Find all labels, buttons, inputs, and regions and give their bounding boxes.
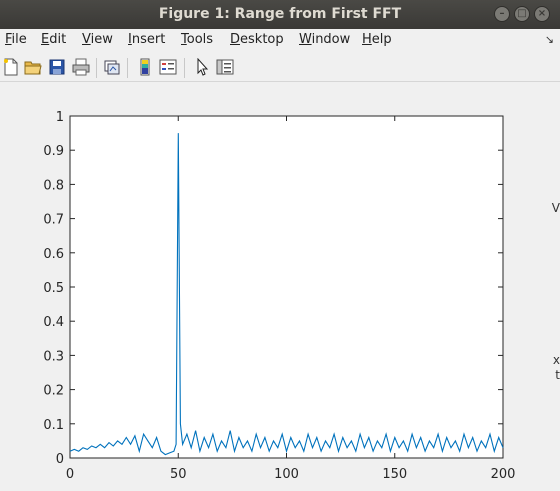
x-axis: 0 50 100 150 200 (66, 116, 516, 482)
close-button[interactable]: × (534, 6, 550, 22)
x-tick-label: 150 (382, 467, 407, 482)
x-tick-label: 50 (170, 467, 187, 482)
toolbar-separator (184, 58, 185, 78)
y-tick-label: 0.7 (43, 213, 64, 228)
toolbar-separator (96, 58, 97, 78)
minimize-button[interactable]: – (494, 6, 510, 22)
toolbar-separator (127, 58, 128, 78)
y-tick-label: 0.8 (43, 178, 64, 193)
menu-bar: File Edit View Insert Tools Desktop Wind… (0, 29, 560, 52)
series-line (69, 133, 504, 456)
link-plot-icon[interactable] (103, 58, 121, 76)
menu-help[interactable]: Help (362, 32, 392, 47)
y-tick-label: 0.2 (43, 384, 64, 399)
y-tick-label: 0.5 (43, 281, 64, 296)
menu-edit[interactable]: Edit (41, 32, 67, 47)
print-icon[interactable] (72, 58, 90, 76)
figure-canvas[interactable]: 0 0.1 0.2 0.3 0.4 0.5 0.6 0.7 0.8 0.9 1 0 50 100 150 2… (0, 83, 560, 491)
plot-axes[interactable]: 0 0.1 0.2 0.3 0.4 0.5 0.6 0.7 0.8 0.9 1 0 50 100 150 2… (0, 83, 560, 491)
menu-file[interactable]: File (5, 32, 27, 47)
new-figure-icon[interactable] (2, 58, 20, 76)
clipped-label: x (552, 353, 560, 367)
x-tick-label: 200 (491, 467, 516, 482)
clipped-label: t (555, 368, 560, 382)
maximize-button[interactable]: □ (514, 6, 530, 22)
save-icon[interactable] (48, 58, 66, 76)
property-inspector-icon[interactable] (216, 58, 234, 76)
menu-window[interactable]: Window (299, 32, 351, 47)
insert-legend-icon[interactable] (159, 58, 177, 76)
y-tick-label: 0.6 (43, 247, 64, 262)
y-axis: 0 0.1 0.2 0.3 0.4 0.5 0.6 0.7 0.8 0.9 1 (43, 110, 503, 467)
y-tick-label: 0.1 (43, 418, 64, 433)
menu-desktop[interactable]: Desktop (230, 32, 284, 47)
window-title: Figure 1: Range from First FFT (158, 6, 402, 22)
y-tick-label: 0.9 (43, 144, 64, 159)
pointer-icon[interactable] (194, 58, 212, 76)
clipped-label: V (551, 201, 560, 215)
menu-insert[interactable]: Insert (128, 32, 166, 47)
dock-arrow-icon[interactable]: ↘ (544, 33, 554, 46)
x-tick-label: 100 (274, 467, 299, 482)
insert-colorbar-icon[interactable] (136, 58, 154, 76)
toolbar (0, 52, 560, 82)
axes-background (69, 115, 504, 459)
title-bar[interactable]: Figure 1: Range from First FFT – □ × (0, 0, 560, 29)
y-tick-label: 1 (56, 110, 64, 125)
y-tick-label: 0 (56, 452, 64, 467)
x-tick-label: 0 (66, 467, 74, 482)
y-tick-label: 0.3 (43, 349, 64, 364)
menu-view[interactable]: View (82, 32, 113, 47)
open-file-icon[interactable] (24, 58, 42, 76)
y-tick-label: 0.4 (43, 315, 64, 330)
menu-tools[interactable]: Tools (181, 32, 214, 47)
